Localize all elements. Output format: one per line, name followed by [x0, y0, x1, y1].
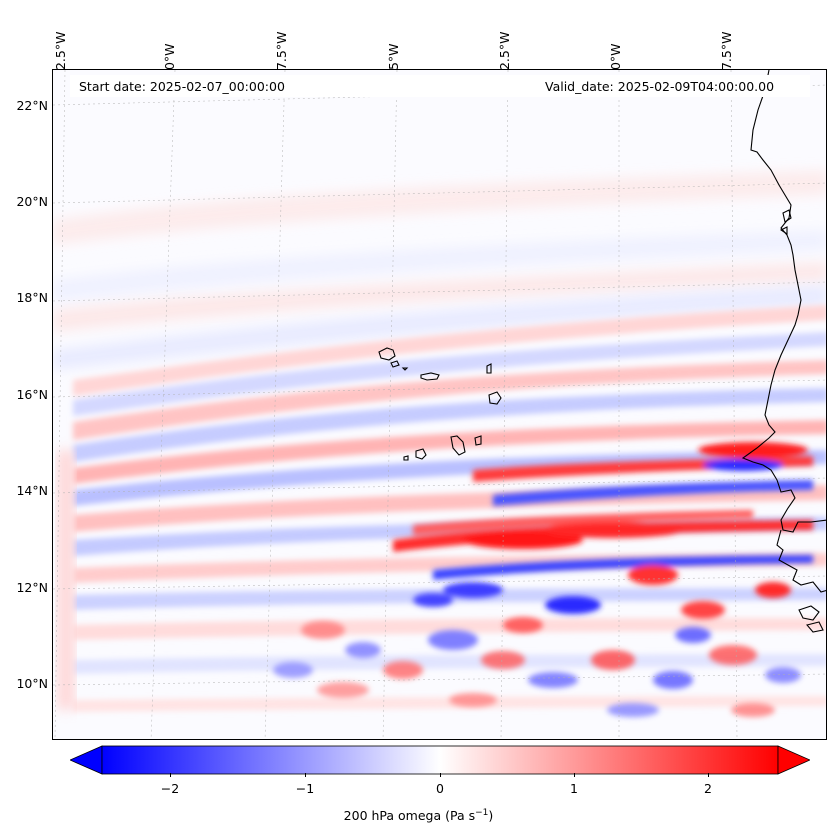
colorbar-units: Pa s — [450, 808, 476, 824]
date-header-background — [70, 75, 810, 97]
cape-verde-islands — [378, 347, 502, 461]
island-santa-luzia — [401, 367, 409, 371]
african-coastline — [741, 70, 826, 533]
lat-label-12n: 12°N — [16, 580, 48, 595]
colorbar-tick-2: 2 — [704, 781, 712, 796]
colorbar — [69, 745, 811, 775]
colorbar-units-exponent: −1 — [475, 808, 489, 818]
island-maio — [474, 435, 482, 446]
colorbar-tick-neg2: −2 — [160, 781, 180, 796]
graticule — [53, 70, 826, 739]
west-edge-band — [57, 450, 75, 710]
colorbar-tick-1: 1 — [570, 781, 578, 796]
lat-label-10n: 10°N — [16, 676, 48, 691]
lat-label-22n: 22°N — [16, 98, 48, 113]
colorbar-tickmark-1 — [574, 773, 575, 777]
lat-label-20n: 20°N — [16, 194, 48, 209]
island-brava — [403, 455, 409, 461]
colorbar-tick-0: 0 — [436, 781, 444, 796]
convective-blobs — [273, 617, 801, 717]
valid-date-label: Valid_date: 2025-02-09T04:00:00.00 — [545, 79, 775, 94]
omega-field-map — [53, 70, 826, 739]
island-santo-antao — [378, 347, 396, 361]
coast-islets — [779, 209, 792, 236]
colorbar-ramp — [101, 745, 779, 775]
colorbar-svg — [69, 745, 811, 775]
island-sao-vicente — [390, 360, 400, 368]
colorbar-high-extend — [777, 745, 811, 775]
map-panel — [52, 69, 827, 740]
lat-label-18n: 18°N — [16, 290, 48, 305]
island-sal — [486, 363, 492, 374]
island-sao-nicolau — [420, 372, 440, 381]
colorbar-field-name: 200 hPa omega — [343, 808, 442, 824]
lat-label-16n: 16°N — [16, 387, 48, 402]
island-santiago — [450, 435, 466, 456]
start-date-label: Start date: 2025-02-07_00:00:00 — [79, 79, 285, 94]
colorbar-tickmark-0 — [440, 773, 441, 777]
colorbar-tick-neg1: −1 — [295, 781, 315, 796]
colorbar-tickmark-2 — [708, 773, 709, 777]
island-boa-vista — [488, 391, 502, 405]
colorbar-low-extend — [69, 745, 103, 775]
colorbar-tickmark-neg1 — [305, 773, 306, 777]
broad-bands — [53, 170, 826, 370]
intense-cores — [393, 442, 813, 619]
senegal-gambia-coast — [776, 529, 826, 633]
colorbar-label: 200 hPa omega (Pa s−1) — [343, 808, 494, 824]
island-fogo — [415, 448, 427, 460]
colorbar-tickmark-neg2 — [170, 773, 171, 777]
lat-label-14n: 14°N — [16, 483, 48, 498]
